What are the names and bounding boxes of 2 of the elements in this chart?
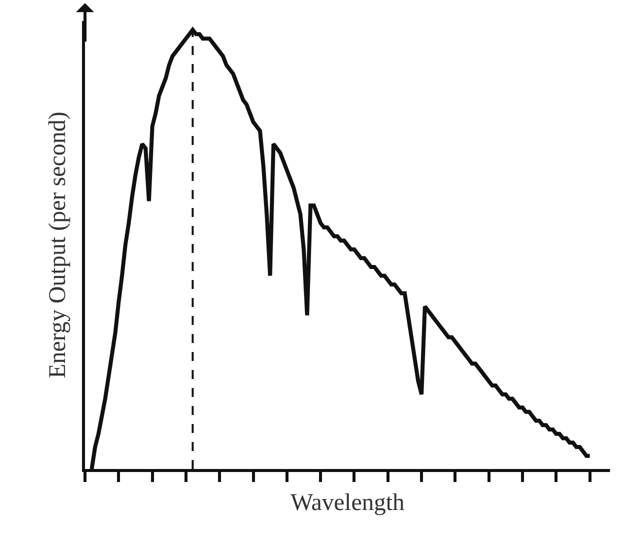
x-axis-title: Wavelength: [290, 490, 405, 516]
y-axis-title: Energy Output (per second): [45, 112, 72, 378]
